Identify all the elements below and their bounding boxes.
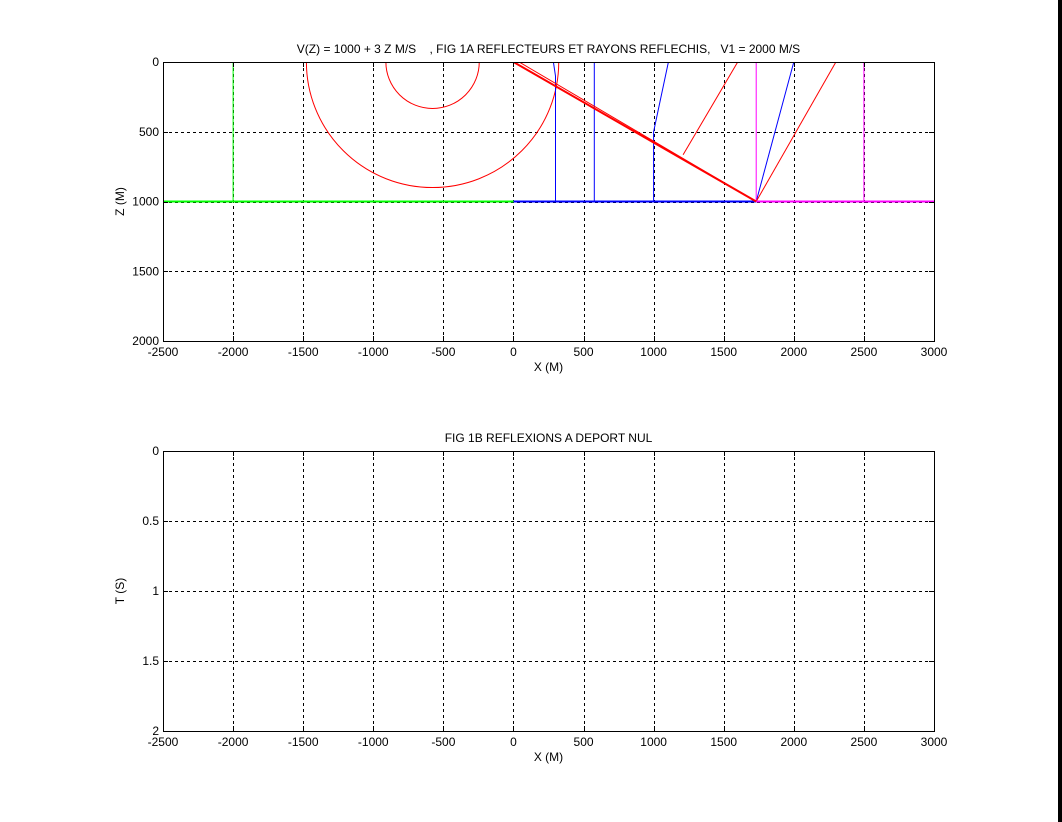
fig1a-ray-4 <box>653 62 669 202</box>
fig1a-xtick-label: 3000 <box>921 345 948 359</box>
figure-1a-plot: -2500 -2000 -1500 -1000 -500 0 500 1000 1500 2000… <box>113 42 948 374</box>
fig1b-xtick-label: -2000 <box>218 735 249 749</box>
fig1a-title: V(Z) = 1000 + 3 Z M/S , FIG 1A REFLECTEU… <box>297 42 800 56</box>
fig1a-data-layer <box>163 62 934 203</box>
fig1b-xtick-label: -1500 <box>288 735 319 749</box>
fig1b-ytick-label: 0 <box>152 444 159 458</box>
fig1a-xtick-label: 500 <box>574 345 594 359</box>
fig1a-xtick-label: 0 <box>510 345 517 359</box>
fig1b-xlabel: X (M) <box>534 750 563 764</box>
fig1b-xtick-label: 3000 <box>921 735 948 749</box>
fig1a-xtick-label: 1500 <box>710 345 737 359</box>
fig1b-ytick-label: 1 <box>152 584 159 598</box>
fig1b-xtick-label: 1500 <box>710 735 737 749</box>
fig1a-xtick-label: -1000 <box>358 345 389 359</box>
fig1b-xtick-label: 2500 <box>851 735 878 749</box>
fig1b-ytick-label: 2 <box>152 724 159 738</box>
fig1a-xtick-label: 2000 <box>780 345 807 359</box>
fig1a-ytick-label: 500 <box>139 125 159 139</box>
fig1b-ytick-label: 1.5 <box>142 654 159 668</box>
fig1a-ray-5 <box>755 62 795 202</box>
fig1a-xtick-label: -2500 <box>148 345 179 359</box>
fig1b-ytick-label: 0.5 <box>142 514 159 528</box>
fig1b-xtick-label: 2000 <box>780 735 807 749</box>
fig1a-reflector-4 <box>513 62 757 203</box>
fig1b-xtick-label: -500 <box>431 735 455 749</box>
fig1a-ray-8 <box>513 62 757 202</box>
fig1a-xtick-label: 2500 <box>851 345 878 359</box>
fig1a-xlabel: X (M) <box>534 360 563 374</box>
fig1a-ytick-label: 0 <box>152 55 159 69</box>
fig1a-ytick-label: 1000 <box>132 195 159 209</box>
fig1a-xtick-label: -500 <box>431 345 455 359</box>
fig1b-xtick-label: 1000 <box>640 735 667 749</box>
fig1a-wavefront-arc-2 <box>305 62 560 189</box>
fig1b-xtick-label: -1000 <box>358 735 389 749</box>
fig1b-xtick-label: 0 <box>510 735 517 749</box>
fig1a-wavefront-arc-1 <box>385 62 480 109</box>
fig1a-xtick-label: -2000 <box>218 345 249 359</box>
fig1b-xtick-label: -2500 <box>148 735 179 749</box>
fig1b-ylabel: T (S) <box>113 578 127 604</box>
fig1a-xtick-label: -1500 <box>288 345 319 359</box>
fig1a-ray-2 <box>552 62 556 202</box>
figure-1b-plot: -2500 -2000 -1500 -1000 -500 0 500 1000 1500 2000… <box>113 431 948 764</box>
fig1a-ytick-label: 1500 <box>132 264 159 278</box>
fig1a-xtick-label: 1000 <box>640 345 667 359</box>
fig1a-ylabel: Z (M) <box>113 187 127 216</box>
fig1b-title: FIG 1B REFLEXIONS A DEPORT NUL <box>445 431 653 445</box>
fig1b-xtick-label: 500 <box>574 735 594 749</box>
fig1a-ray-10 <box>755 62 837 202</box>
fig1a-ytick-label: 2000 <box>132 334 159 348</box>
window-edge <box>1058 0 1062 822</box>
fig1a-ray-9 <box>682 62 739 156</box>
